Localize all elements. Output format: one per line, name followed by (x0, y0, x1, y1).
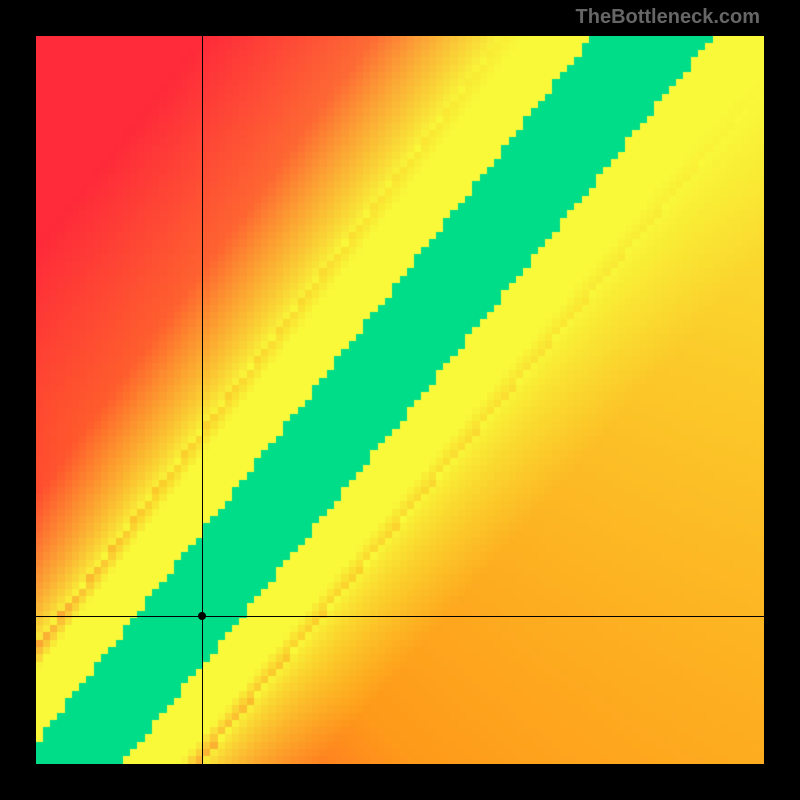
marker-dot (198, 612, 206, 620)
crosshair-vertical (202, 36, 203, 764)
watermark: TheBottleneck.com (576, 6, 760, 29)
crosshair-horizontal (36, 616, 764, 617)
heatmap-canvas (36, 36, 764, 764)
heatmap-plot (36, 36, 764, 764)
